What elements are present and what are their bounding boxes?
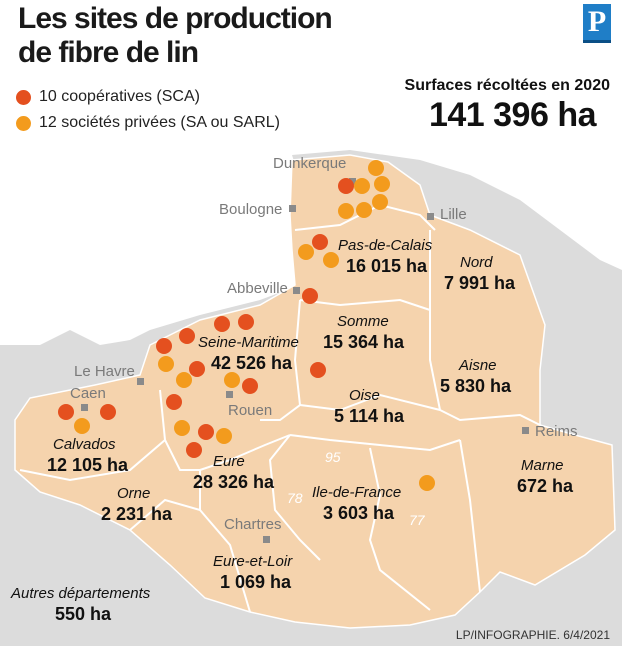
private-site-marker xyxy=(224,372,240,388)
region-value-nord: 7 991 ha xyxy=(444,273,516,293)
city-lille: Lille xyxy=(440,206,467,223)
region-name-somme: Somme xyxy=(337,313,389,330)
private-site-marker xyxy=(356,202,372,218)
region-name-nord: Nord xyxy=(460,254,493,271)
production-region xyxy=(14,154,616,629)
region-name-autres: Autres départements xyxy=(10,585,151,602)
region-value-eure-et-loir: 1 069 ha xyxy=(220,572,292,592)
region-value-somme: 15 364 ha xyxy=(323,332,405,352)
region-name-orne: Orne xyxy=(117,485,150,502)
private-site-marker xyxy=(74,418,90,434)
private-site-marker xyxy=(374,176,390,192)
dept-number-95: 95 xyxy=(325,449,341,465)
city-abbeville: Abbeville xyxy=(227,280,288,297)
private-site-marker xyxy=(323,252,339,268)
total-value: 141 396 ha xyxy=(428,96,597,134)
legend-item-cooperatives: 10 coopératives (SCA) xyxy=(16,88,200,106)
legend-item-private: 12 sociétés privées (SA ou SARL) xyxy=(16,114,280,132)
cooperative-site-marker xyxy=(100,404,116,420)
region-name-ile-de-france: Ile-de-France xyxy=(312,484,401,501)
region-name-eure: Eure xyxy=(213,453,245,470)
cooperative-site-marker xyxy=(156,338,172,354)
dept-number-78: 78 xyxy=(287,490,303,506)
private-site-marker xyxy=(368,160,384,176)
cooperative-site-marker xyxy=(302,288,318,304)
cooperative-site-marker xyxy=(166,394,182,410)
cooperative-site-marker xyxy=(338,178,354,194)
cooperative-sites xyxy=(58,178,354,458)
page-title: Les sites de production de fibre de lin xyxy=(18,2,333,70)
cooperative-site-marker xyxy=(198,424,214,440)
region-name-pas-de-calais: Pas-de-Calais xyxy=(338,237,433,254)
cooperative-site-marker xyxy=(310,362,326,378)
region-value-ile-de-france: 3 603 ha xyxy=(323,503,395,523)
city-caen: Caen xyxy=(70,385,106,402)
private-site-marker xyxy=(372,194,388,210)
region-value-orne: 2 231 ha xyxy=(101,504,173,524)
dept-number-77: 77 xyxy=(409,512,426,528)
private-site-marker xyxy=(174,420,190,436)
region-value-autres: 550 ha xyxy=(55,604,112,624)
private-site-marker xyxy=(338,203,354,219)
cooperative-site-marker xyxy=(312,234,328,250)
region-name-seine-maritime: Seine-Maritime xyxy=(198,334,299,351)
private-site-marker xyxy=(176,372,192,388)
region-name-oise: Oise xyxy=(349,387,380,404)
cooperative-site-marker xyxy=(214,316,230,332)
private-site-marker xyxy=(216,428,232,444)
title-line-2: de fibre de lin xyxy=(18,36,199,69)
region-name-aisne: Aisne xyxy=(458,357,497,374)
department-borders xyxy=(19,203,541,613)
city-chartres: Chartres xyxy=(224,516,282,533)
private-site-marker xyxy=(354,178,370,194)
region-value-seine-maritime: 42 526 ha xyxy=(211,353,293,373)
cooperative-site-marker xyxy=(179,328,195,344)
city-reims: Reims xyxy=(535,423,578,440)
private-site-marker xyxy=(158,356,174,372)
cooperative-site-marker xyxy=(238,314,254,330)
private-site-marker xyxy=(298,244,314,260)
total-label: Surfaces récoltées en 2020 xyxy=(404,77,610,94)
region-value-aisne: 5 830 ha xyxy=(440,376,512,396)
cooperative-dot-icon xyxy=(16,89,31,105)
private-sites xyxy=(74,160,435,491)
city-le-havre: Le Havre xyxy=(74,363,135,380)
region-value-calvados: 12 105 ha xyxy=(47,455,129,475)
credit: LP/INFOGRAPHIE. 6/4/2021 xyxy=(455,628,610,642)
title-line-1: Les sites de production xyxy=(18,2,333,35)
region-value-eure: 28 326 ha xyxy=(193,472,275,492)
cooperative-site-marker xyxy=(242,378,258,394)
private-dot-icon xyxy=(16,115,31,131)
region-value-marne: 672 ha xyxy=(517,476,574,496)
region-name-eure-et-loir: Eure-et-Loir xyxy=(213,553,293,570)
region-value-pas-de-calais: 16 015 ha xyxy=(346,256,428,276)
cooperative-site-marker xyxy=(186,442,202,458)
legend-label-private: 12 sociétés privées (SA ou SARL) xyxy=(39,114,281,131)
city-boulogne: Boulogne xyxy=(219,201,282,218)
cooperative-site-marker xyxy=(58,404,74,420)
region-value-oise: 5 114 ha xyxy=(334,406,405,426)
private-site-marker xyxy=(419,475,435,491)
city-rouen: Rouen xyxy=(228,402,272,419)
publisher-logo: P xyxy=(583,4,611,43)
region-name-marne: Marne xyxy=(521,457,564,474)
region-name-calvados: Calvados xyxy=(53,436,116,453)
cooperative-site-marker xyxy=(189,361,205,377)
legend-label-cooperatives: 10 coopératives (SCA) xyxy=(39,88,200,105)
city-dunkerque: Dunkerque xyxy=(273,155,346,172)
